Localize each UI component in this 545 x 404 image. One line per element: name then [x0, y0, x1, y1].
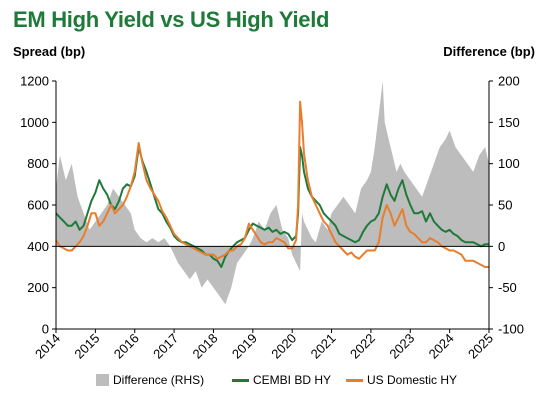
legend-swatch-difference	[96, 374, 109, 386]
left-tick-label: 400	[27, 239, 49, 254]
left-tick-label: 0	[42, 322, 49, 337]
left-axis-title: Spread (bp)	[13, 44, 86, 59]
legend-item-difference: Difference (RHS)	[96, 373, 204, 387]
right-tick-label: 50	[498, 198, 512, 213]
right-tick-label: 100	[498, 156, 520, 171]
legend-label-difference: Difference (RHS)	[113, 373, 205, 387]
x-tick-label: 2021	[308, 331, 339, 362]
left-tick-label: 1200	[20, 74, 49, 89]
x-tick-label: 2022	[347, 331, 378, 362]
x-tick-label: 2017	[150, 331, 181, 362]
right-tick-label: 0	[498, 239, 505, 254]
x-tick-label: 2014	[32, 331, 63, 362]
x-tick-label: 2018	[190, 331, 221, 362]
x-tick-label: 2019	[229, 331, 260, 362]
chart-legend: Difference (RHS) CEMBI BD HY US Domestic…	[0, 373, 545, 393]
chart-title: EM High Yield vs US High Yield	[13, 7, 330, 32]
x-tick-label: 2024	[426, 331, 457, 362]
difference-area	[56, 81, 489, 305]
x-tick-label: 2020	[268, 331, 299, 362]
x-tick-label: 2016	[111, 331, 142, 362]
difference-area-layer	[56, 81, 489, 305]
x-tick-label: 2015	[71, 331, 102, 362]
legend-label-us: US Domestic HY	[367, 373, 458, 387]
legend-item-cembi: CEMBI BD HY	[232, 373, 331, 387]
spread-chart: 0 200 400 600 800 1000 1200 -100 -50 0 50 100 150 200…	[20, 74, 524, 362]
right-tick-label: -50	[498, 280, 517, 295]
left-tick-label: 200	[27, 280, 49, 295]
right-tick-label: 150	[498, 115, 520, 130]
legend-label-cembi: CEMBI BD HY	[253, 373, 332, 387]
left-tick-label: 800	[27, 156, 49, 171]
left-tick-label: 600	[27, 198, 49, 213]
x-tick-label: 2023	[386, 331, 417, 362]
legend-swatch-us	[346, 378, 363, 382]
right-tick-label: 200	[498, 74, 520, 89]
spread-lines-layer	[55, 100, 489, 268]
left-tick-label: 1000	[20, 115, 49, 130]
legend-swatch-cembi	[232, 378, 249, 382]
us-domestic-hy-line	[55, 100, 489, 268]
legend-item-us: US Domestic HY	[346, 373, 457, 387]
x-tick-label: 2025	[465, 331, 496, 362]
right-axis-title: Difference (bp)	[443, 44, 535, 59]
right-tick-label: -100	[498, 322, 524, 337]
